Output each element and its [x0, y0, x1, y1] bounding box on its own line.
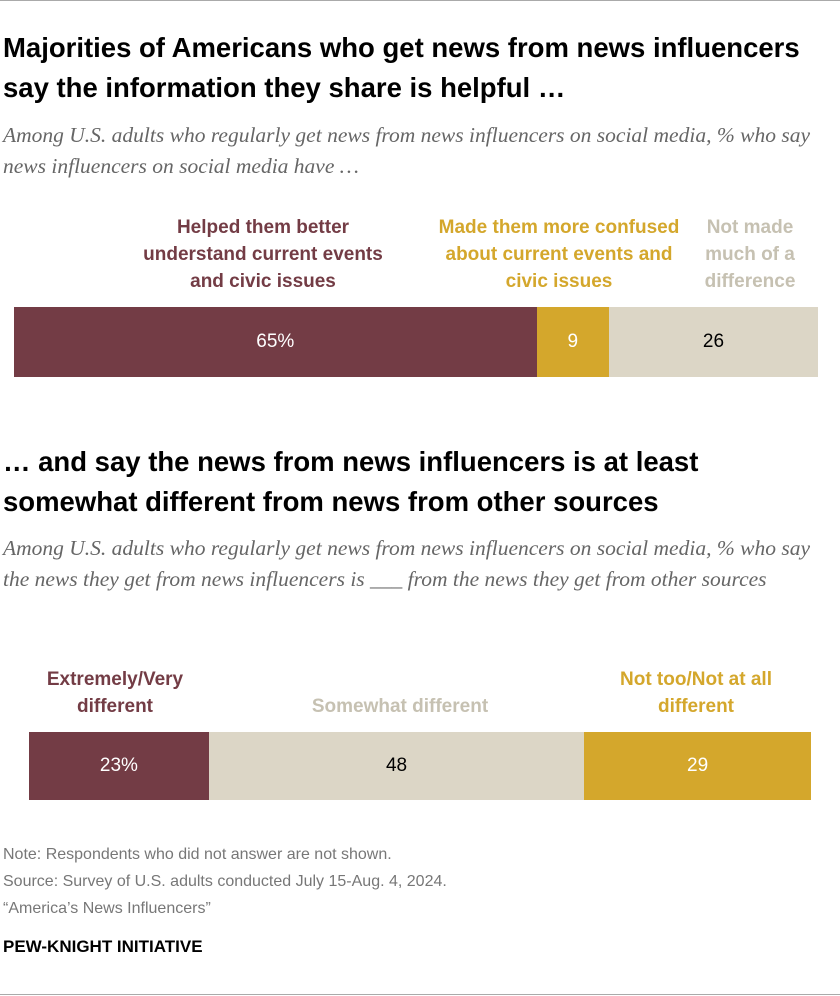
value-label: 48 — [385, 755, 408, 776]
chart-title: … and say the news from news influencers… — [3, 446, 699, 517]
bar-segment: 65% — [14, 307, 537, 377]
legend-label: Somewhat different — [311, 696, 489, 717]
value-label: 23% — [99, 755, 138, 776]
value-label: 9 — [567, 331, 579, 352]
legend-label: Not too/Not at all different — [620, 669, 772, 717]
brand: PEW-KNIGHT INITIATIVE — [3, 937, 203, 956]
bar-segment: 23% — [29, 732, 209, 800]
legend-label: Made them more confused about current ev… — [438, 217, 680, 292]
bar-segment: 9 — [536, 307, 609, 377]
bar-segment: 26 — [608, 307, 818, 377]
bar-segment: 29 — [584, 732, 811, 800]
value-label: 65% — [256, 331, 295, 352]
report: “America’s News Influencers” — [3, 900, 211, 917]
chart-subtitle: Among U.S. adults who regularly get news… — [3, 123, 810, 178]
top-rule — [0, 0, 840, 1]
chart-subtitle: Among U.S. adults who regularly get news… — [3, 536, 810, 591]
value-label: 26 — [702, 331, 725, 352]
legend-label: Extremely/Very different — [46, 669, 184, 717]
note: Note: Respondents who did not answer are… — [3, 846, 392, 863]
source: Source: Survey of U.S. adults conducted … — [3, 873, 447, 890]
bar-segment: 48 — [208, 732, 585, 800]
bottom-rule — [0, 994, 840, 995]
legend-label: Not made much of a difference — [704, 217, 796, 292]
legend-label: Helped them better understand current ev… — [143, 217, 383, 292]
chart-title: Majorities of Americans who get news fro… — [3, 32, 800, 103]
value-label: 29 — [687, 755, 709, 776]
